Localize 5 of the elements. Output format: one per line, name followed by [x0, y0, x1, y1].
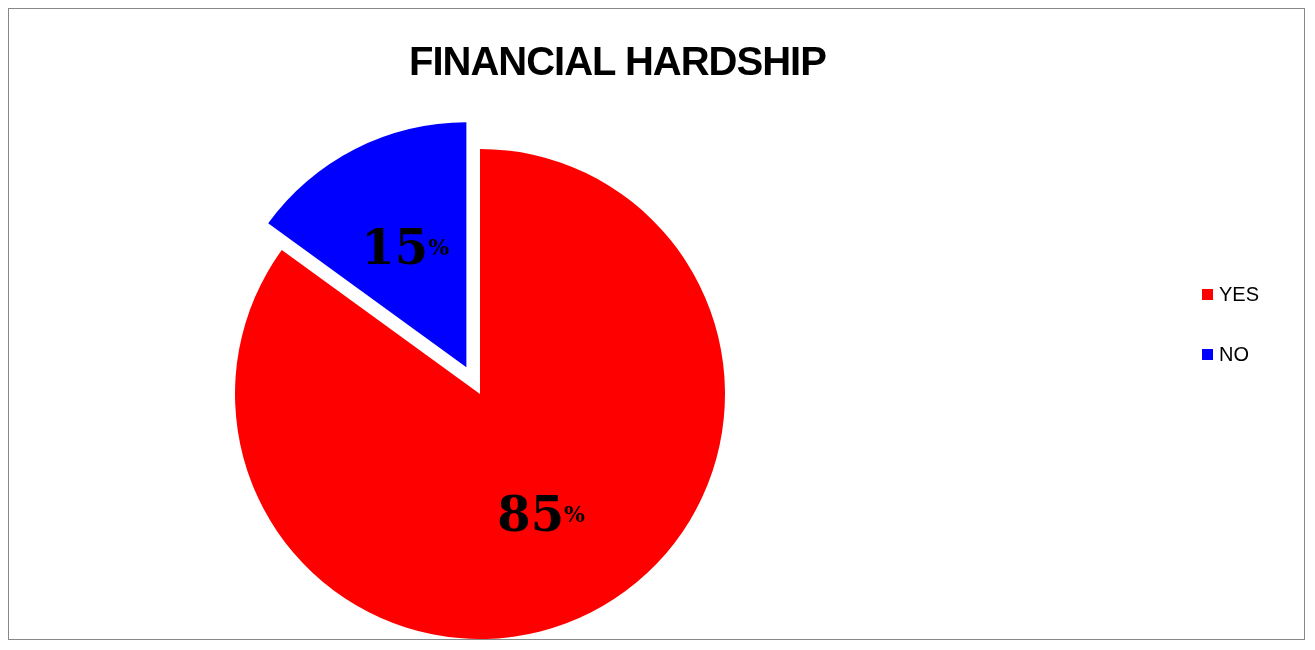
data-label: 15%: [361, 219, 450, 276]
data-label: 85%: [497, 486, 586, 543]
chart-title: FINANCIAL HARDSHIP: [409, 39, 826, 84]
legend-label: YES: [1218, 282, 1259, 306]
legend-label: NO: [1218, 342, 1249, 366]
